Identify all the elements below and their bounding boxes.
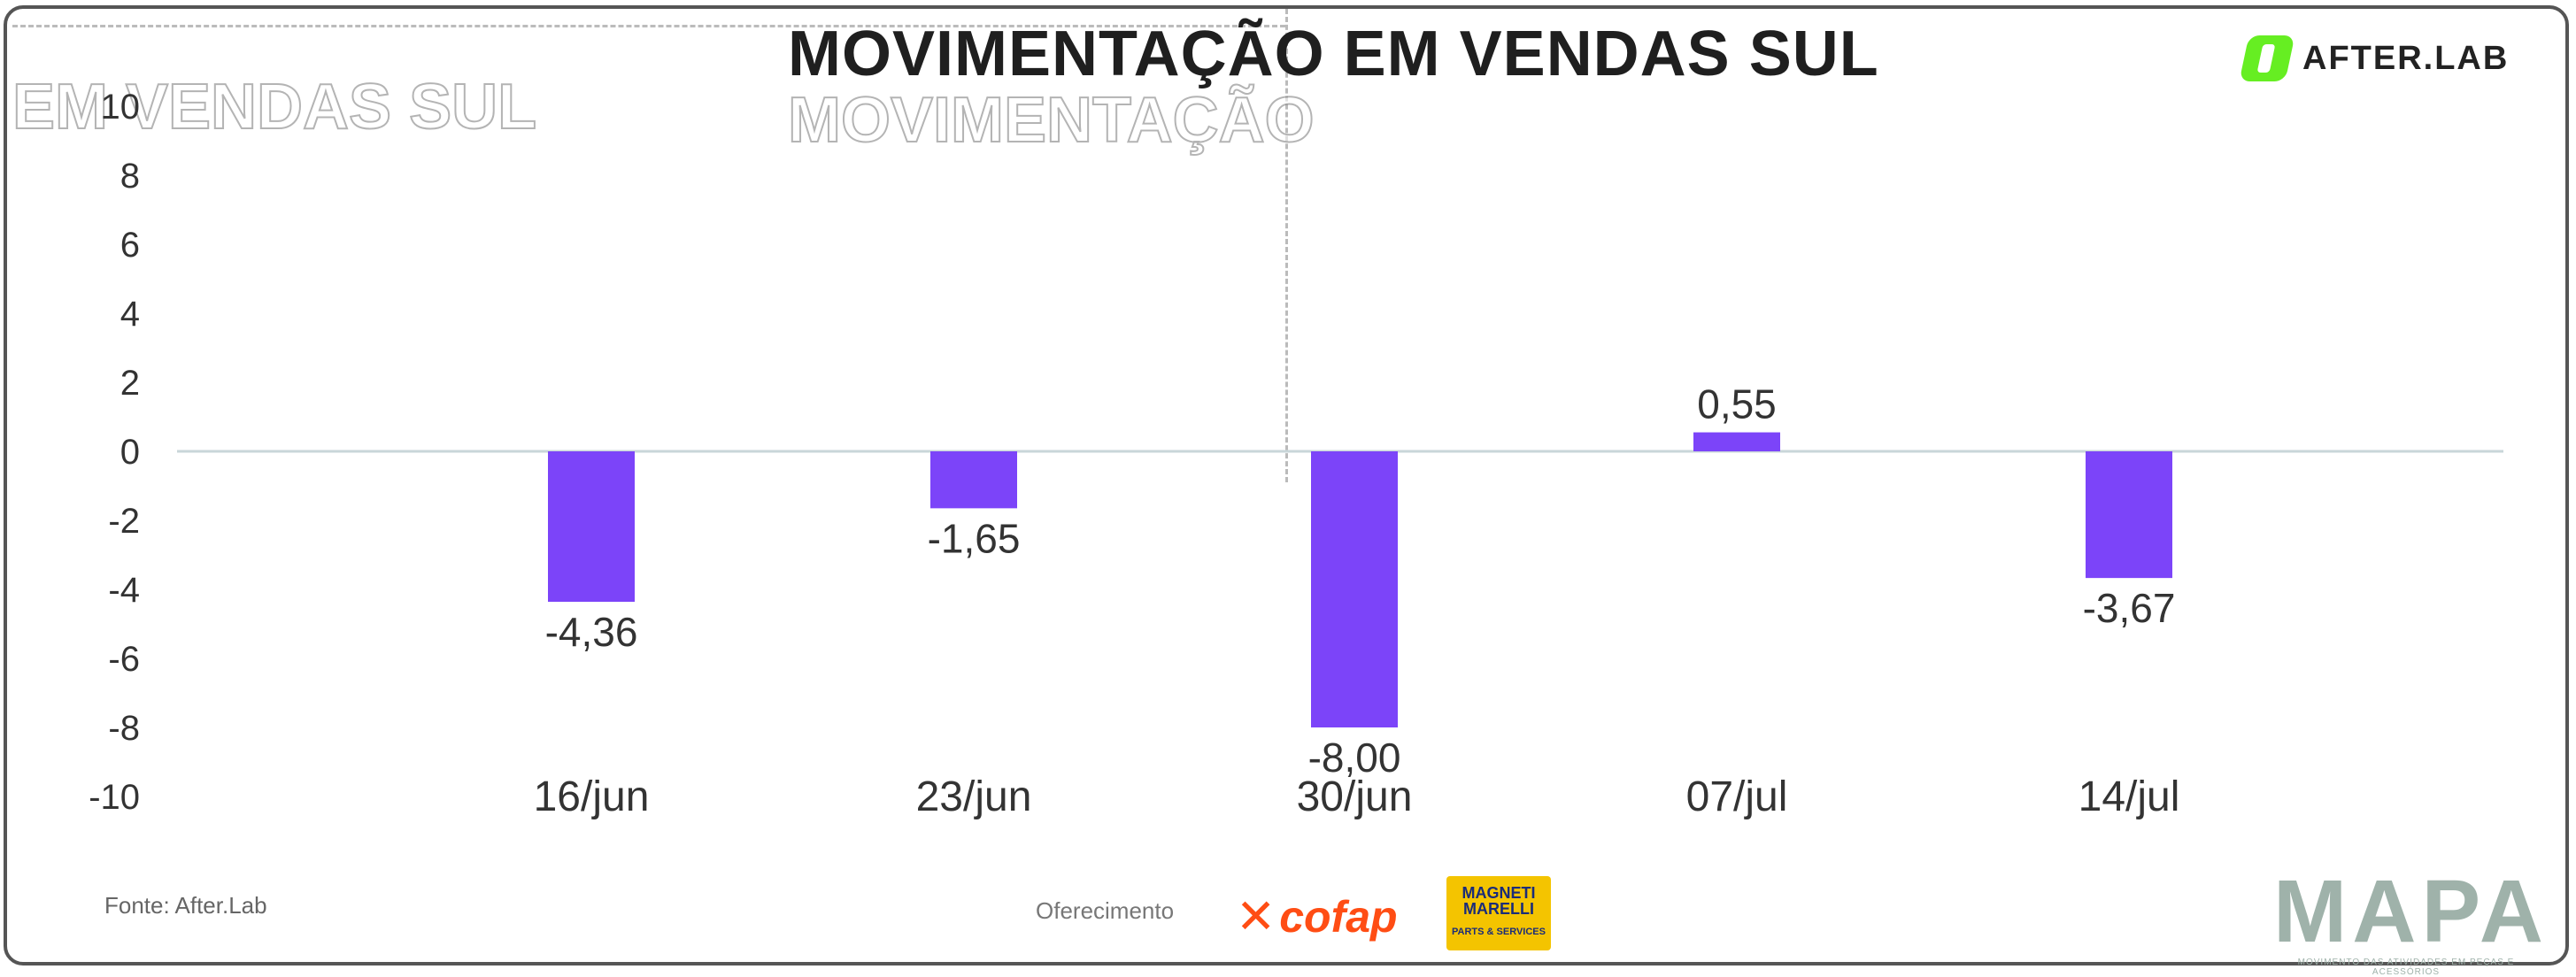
afterlab-logo-text: AFTER.LAB [2302, 39, 2510, 77]
y-tick-label: 4 [120, 295, 140, 334]
y-tick-label: -4 [108, 571, 140, 610]
bar [548, 451, 635, 603]
x-tick-label: 07/jul [1686, 773, 1788, 820]
y-tick-label: 0 [120, 433, 140, 472]
mapa-logo-word: MAPA [2273, 862, 2549, 961]
bar [930, 451, 1017, 509]
y-tick-label: 2 [120, 364, 140, 403]
bar [1693, 432, 1780, 451]
ghost-title-left: EM VENDAS SUL [12, 71, 537, 143]
magneti-logo-line1: MAGNETI [1462, 884, 1536, 902]
afterlab-logo: AFTER.LAB [2239, 35, 2510, 81]
y-tick-label: -6 [108, 640, 140, 679]
source-note: Fonte: After.Lab [104, 892, 267, 919]
bar [2086, 451, 2172, 579]
y-tick-label: -8 [108, 709, 140, 748]
magneti-logo-tag: PARTS & SERVICES [1452, 927, 1546, 937]
x-tick-label: 30/jun [1297, 773, 1413, 820]
data-label: -4,36 [545, 609, 638, 655]
bar [1311, 451, 1398, 727]
magneti-marelli-logo: MAGNETI MARELLI PARTS & SERVICES [1446, 876, 1551, 950]
x-tick-label: 23/jun [916, 773, 1032, 820]
sponsor-label: Oferecimento [1036, 897, 1175, 924]
data-label: -8,00 [1308, 735, 1401, 781]
y-tick-label: -2 [108, 502, 140, 541]
data-label: 0,55 [1697, 381, 1777, 427]
cofap-logo: ✕ cofap [1236, 889, 1398, 944]
chart-frame [4, 5, 2569, 965]
y-tick-label: -10 [89, 778, 140, 817]
dashed-guide-horizontal [12, 25, 1285, 27]
dashed-guide-vertical [1285, 9, 1288, 482]
cofap-x-icon: ✕ [1236, 890, 1276, 943]
data-label: -3,67 [2083, 585, 2176, 631]
cofap-logo-text: cofap [1279, 891, 1398, 942]
magneti-logo-line2: MARELLI [1463, 900, 1534, 918]
x-tick-label: 14/jul [2079, 773, 2180, 820]
y-tick-label: 6 [120, 226, 140, 265]
ghost-title-right: MOVIMENTAÇÃO [787, 84, 1315, 157]
y-tick-label: 10 [101, 88, 141, 127]
data-label: -1,65 [928, 515, 1021, 561]
mapa-logo: MAPA MOVIMENTO DAS ATIVIDADES EM PEÇAS E… [2273, 862, 2549, 977]
x-tick-label: 16/jun [534, 773, 650, 820]
mapa-logo-tagline: MOVIMENTO DAS ATIVIDADES EM PEÇAS E ACES… [2297, 958, 2515, 977]
chart-title: MOVIMENTAÇÃO EM VENDAS SUL [788, 19, 1879, 89]
y-tick-label: 8 [120, 157, 140, 196]
